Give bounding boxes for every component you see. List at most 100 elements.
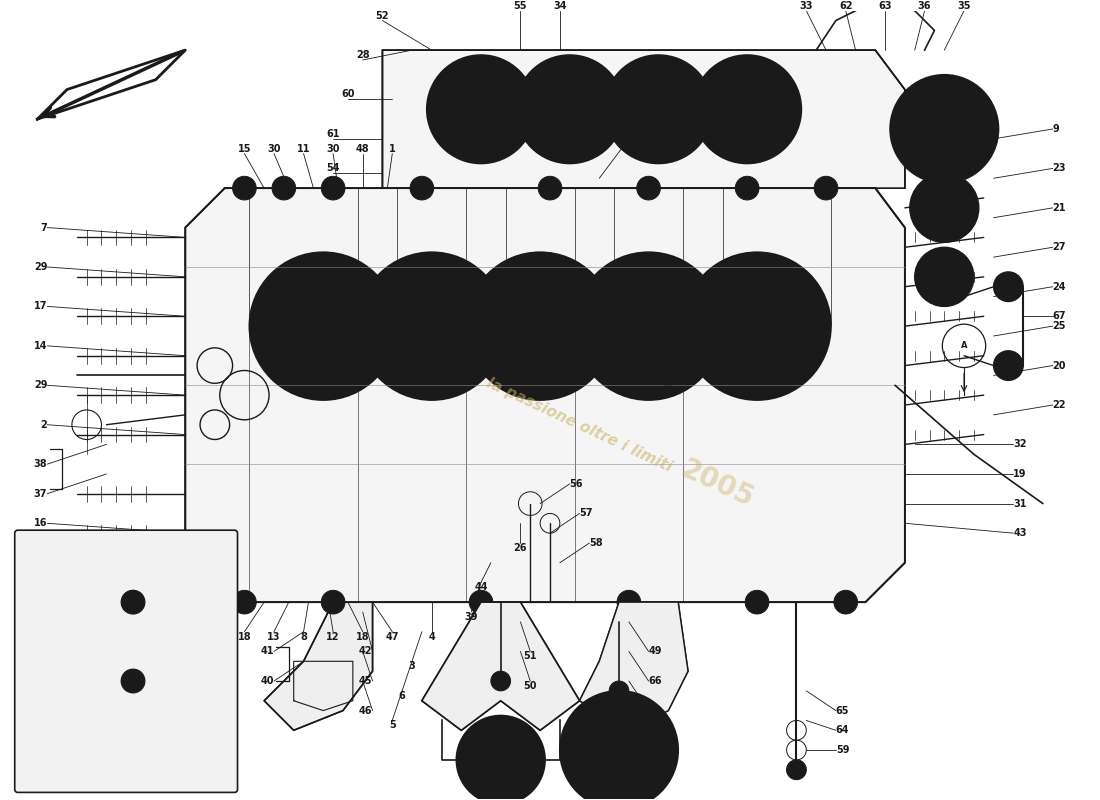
- Text: 31: 31: [1013, 498, 1026, 509]
- Text: 25: 25: [1053, 321, 1066, 331]
- Text: 6: 6: [399, 691, 406, 701]
- Text: 18: 18: [356, 632, 370, 642]
- Text: 8: 8: [300, 632, 307, 642]
- Text: 21: 21: [1053, 203, 1066, 213]
- Circle shape: [693, 55, 802, 163]
- Circle shape: [745, 590, 769, 614]
- Text: 63: 63: [879, 1, 892, 10]
- Text: 1: 1: [389, 144, 396, 154]
- Text: 2: 2: [41, 558, 47, 568]
- FancyBboxPatch shape: [14, 530, 238, 793]
- Circle shape: [890, 74, 999, 183]
- Text: 12: 12: [327, 632, 340, 642]
- Text: 15: 15: [238, 144, 251, 154]
- Text: 19: 19: [1013, 469, 1026, 479]
- Text: 4: 4: [428, 632, 436, 642]
- Text: 27: 27: [1053, 242, 1066, 252]
- Polygon shape: [383, 50, 905, 188]
- Text: 17: 17: [34, 302, 47, 311]
- Circle shape: [250, 252, 397, 400]
- Text: 13: 13: [267, 632, 280, 642]
- Circle shape: [683, 252, 830, 400]
- Text: 29: 29: [34, 380, 47, 390]
- Text: 33: 33: [800, 1, 813, 10]
- Text: 64: 64: [836, 726, 849, 735]
- Circle shape: [121, 590, 145, 614]
- Text: 55: 55: [514, 1, 527, 10]
- Text: 54: 54: [327, 163, 340, 174]
- Text: 26: 26: [514, 543, 527, 553]
- Circle shape: [427, 55, 536, 163]
- Text: 51: 51: [524, 651, 537, 662]
- Circle shape: [915, 247, 974, 306]
- Text: 30: 30: [267, 144, 280, 154]
- Circle shape: [456, 715, 546, 800]
- Polygon shape: [580, 602, 688, 730]
- Text: 18: 18: [238, 632, 251, 642]
- Text: 23: 23: [1053, 163, 1066, 174]
- Text: 28: 28: [356, 50, 370, 60]
- Circle shape: [910, 174, 979, 242]
- Text: 3: 3: [408, 662, 416, 671]
- Text: 24: 24: [1053, 282, 1066, 292]
- Text: 11: 11: [297, 144, 310, 154]
- Circle shape: [993, 350, 1023, 380]
- Text: 48: 48: [356, 144, 370, 154]
- Text: 59: 59: [836, 745, 849, 755]
- Text: A: A: [666, 342, 671, 350]
- Circle shape: [735, 176, 759, 200]
- Text: 16: 16: [34, 518, 47, 528]
- Circle shape: [358, 252, 506, 400]
- Circle shape: [272, 176, 296, 200]
- Circle shape: [232, 590, 256, 614]
- Polygon shape: [185, 188, 905, 602]
- Text: 35: 35: [957, 1, 971, 10]
- Text: 67: 67: [190, 637, 202, 646]
- Text: 41: 41: [261, 646, 274, 657]
- Circle shape: [466, 252, 614, 400]
- Text: 34: 34: [553, 1, 566, 10]
- Text: 62: 62: [839, 1, 853, 10]
- Circle shape: [609, 681, 629, 701]
- Text: Old solution: Old solution: [88, 770, 164, 780]
- Text: 32: 32: [1013, 439, 1026, 450]
- Text: 50: 50: [524, 681, 537, 691]
- Circle shape: [321, 176, 345, 200]
- Text: 9: 9: [1053, 124, 1059, 134]
- Circle shape: [617, 590, 640, 614]
- Text: 45: 45: [359, 676, 373, 686]
- Text: 46: 46: [359, 706, 373, 715]
- Circle shape: [574, 252, 723, 400]
- Text: 44: 44: [474, 582, 487, 593]
- Text: 58: 58: [590, 538, 603, 548]
- Text: 10: 10: [623, 129, 636, 139]
- Text: 56: 56: [570, 479, 583, 489]
- Text: 53: 53: [649, 706, 662, 715]
- Circle shape: [410, 176, 433, 200]
- Text: 52: 52: [376, 10, 389, 21]
- Text: 47: 47: [385, 632, 399, 642]
- Text: 37: 37: [34, 489, 47, 498]
- Text: 60: 60: [341, 90, 354, 99]
- Circle shape: [814, 176, 838, 200]
- Circle shape: [516, 55, 624, 163]
- Text: la passione oltre i limiti: la passione oltre i limiti: [484, 375, 674, 474]
- Circle shape: [470, 590, 493, 614]
- Text: 67: 67: [1053, 311, 1066, 322]
- Text: 7: 7: [41, 222, 47, 233]
- Text: 65: 65: [836, 706, 849, 715]
- Circle shape: [321, 590, 345, 614]
- Circle shape: [121, 669, 145, 693]
- Text: 39: 39: [464, 612, 477, 622]
- Polygon shape: [422, 602, 580, 730]
- Circle shape: [491, 671, 510, 691]
- Circle shape: [538, 176, 562, 200]
- Text: 36: 36: [917, 1, 932, 10]
- Text: 38: 38: [34, 459, 47, 469]
- Circle shape: [232, 176, 256, 200]
- Text: 66: 66: [649, 676, 662, 686]
- Text: 40: 40: [261, 676, 274, 686]
- Text: Soluzione superata: Soluzione superata: [66, 750, 186, 760]
- Text: 49: 49: [649, 646, 662, 657]
- Text: 20: 20: [1053, 361, 1066, 370]
